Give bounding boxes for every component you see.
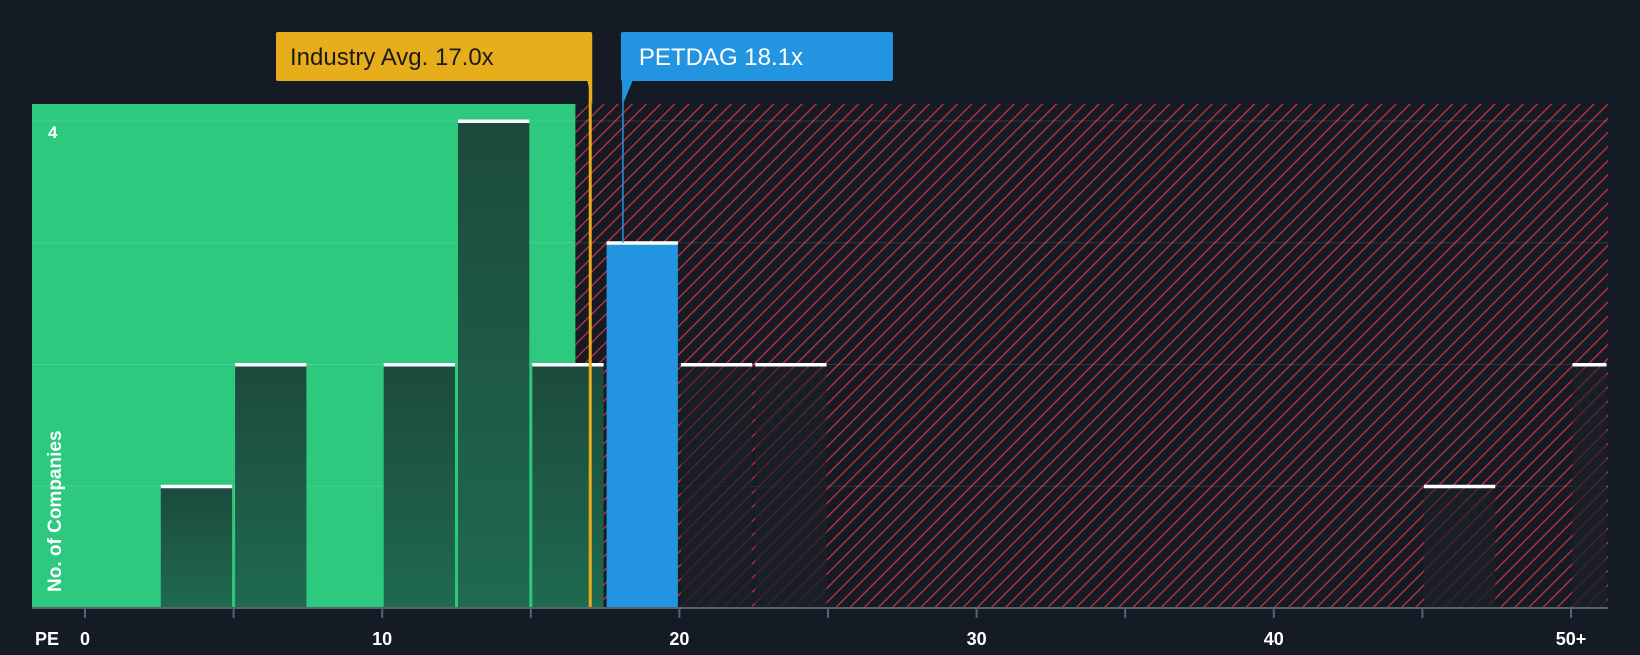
x-tick-label: 0 [80, 629, 90, 649]
industry-avg-pointer [587, 80, 593, 104]
bar-cap [235, 363, 307, 367]
bar-cap [606, 241, 678, 245]
bar-cap [532, 363, 604, 367]
x-tick-label: 20 [669, 629, 689, 649]
x-tick-label: 30 [967, 629, 987, 649]
bar-cap [1423, 484, 1496, 489]
company-label: PETDAG 18.1x [639, 44, 803, 71]
industry-avg-label: Industry Avg. 17.0x [290, 44, 494, 71]
bar-cap [458, 119, 530, 123]
histogram-bar [235, 364, 307, 608]
histogram-bar [458, 121, 530, 608]
x-tick-label: 50+ [1556, 629, 1587, 649]
bar-cap [1572, 363, 1607, 367]
company-pointer [621, 80, 633, 104]
histogram-bar [160, 486, 233, 608]
x-tick-label: 40 [1264, 629, 1284, 649]
y-axis-label: No. of Companies [45, 430, 66, 592]
bar-cap [755, 363, 827, 367]
x-axis: 0 10 20 30 40 50+ [32, 607, 1608, 649]
industry-avg-label-box [276, 32, 593, 81]
histogram-bar [680, 364, 753, 608]
bar-cap [680, 363, 753, 367]
histogram-bars [160, 119, 1607, 608]
histogram-bar [755, 364, 827, 608]
histogram-bar [1572, 364, 1607, 608]
bar-cap [160, 484, 233, 489]
histogram-bar [1423, 486, 1496, 608]
x-tick-label: 10 [372, 629, 392, 649]
bar-cap [383, 363, 455, 367]
y-max-label: 4 [48, 123, 58, 142]
histogram-bar [532, 364, 604, 608]
metric-label: PE [35, 629, 59, 649]
company-label-box [620, 32, 893, 81]
highlight-bar [606, 242, 678, 608]
histogram-bar [383, 364, 455, 608]
reference-markers: Industry Avg. 17.0x PETDAG 18.1x [276, 32, 893, 608]
